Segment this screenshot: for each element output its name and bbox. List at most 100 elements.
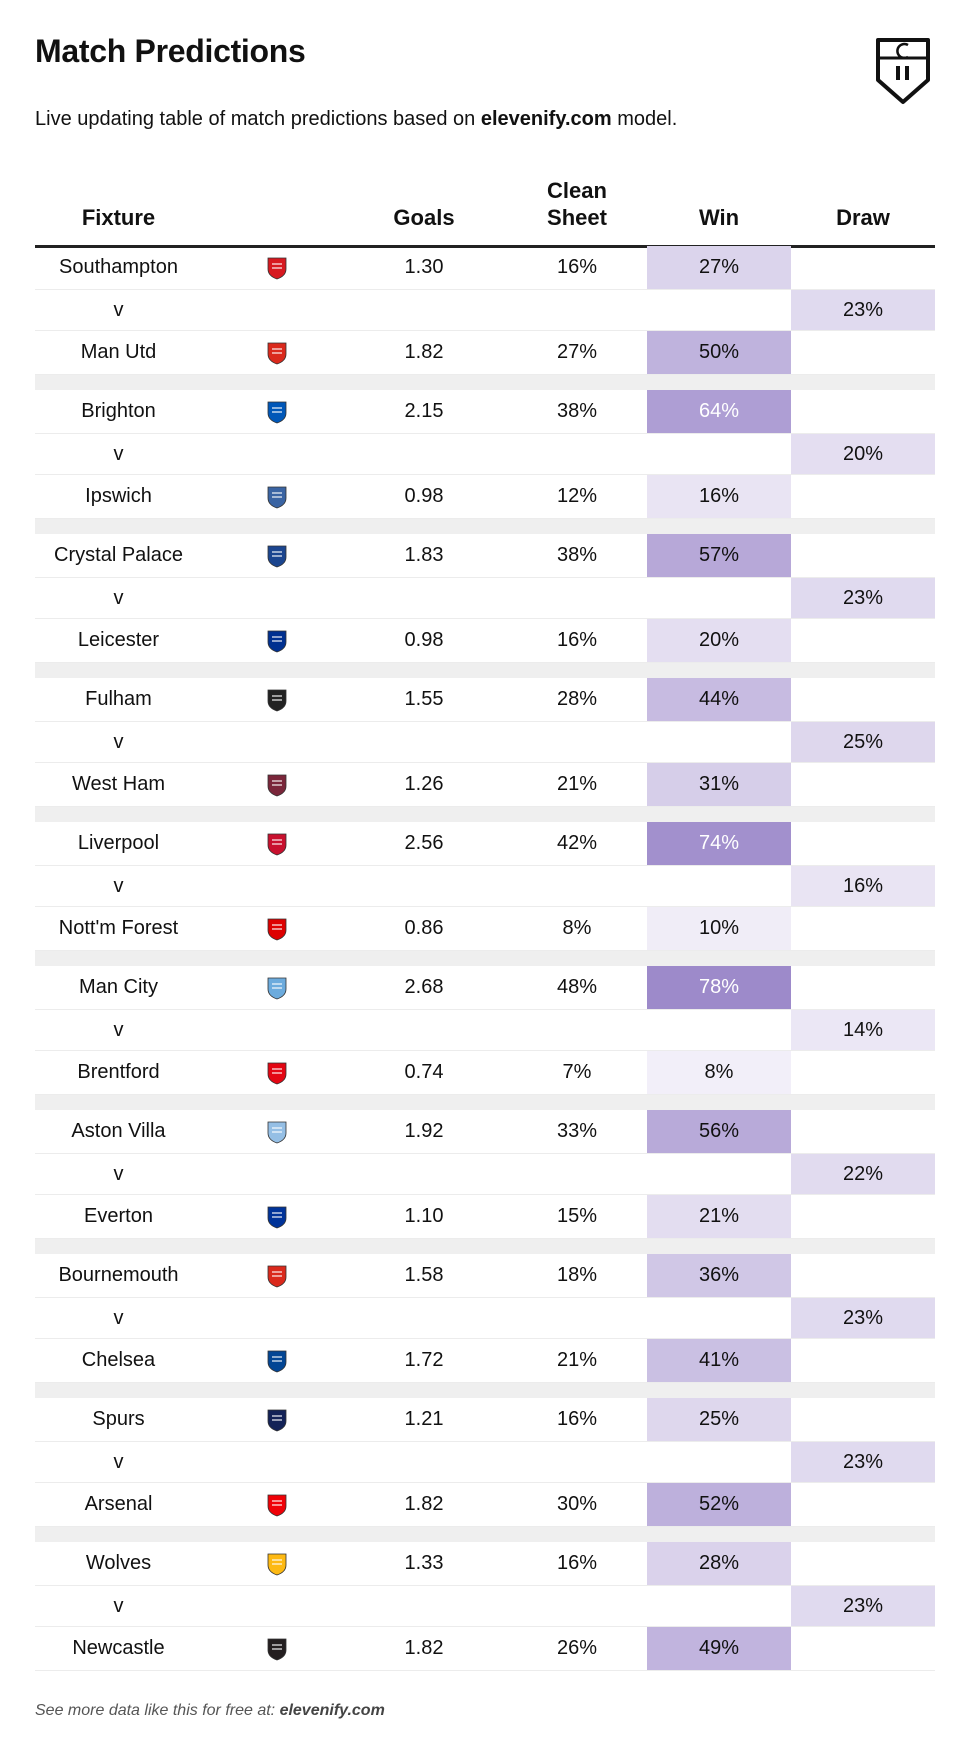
- subtitle-text-end: model.: [611, 108, 678, 130]
- crystal-palace-crest-icon: [262, 534, 292, 577]
- column-header-clean-sheet-line1: Clean: [547, 178, 607, 203]
- leicester-crest-icon: [262, 619, 292, 662]
- table-row: Arsenal 1.82 30% 52%: [35, 1483, 935, 1527]
- team-name: Chelsea: [81, 1349, 156, 1371]
- win-value: 57%: [647, 534, 791, 577]
- goals-value: 0.98: [404, 485, 444, 507]
- team-name: Arsenal: [84, 1493, 153, 1515]
- clean-sheet-value: 30%: [556, 1493, 598, 1515]
- draw-empty-cell: [791, 763, 935, 806]
- versus-label: v: [113, 1450, 124, 1473]
- chelsea-crest-icon: [262, 1339, 292, 1382]
- win-value: 36%: [647, 1254, 791, 1297]
- table-row: Liverpool 2.56 42% 74%: [35, 822, 935, 866]
- goals-value: 1.82: [404, 341, 444, 363]
- clean-sheet-value: 16%: [556, 629, 598, 651]
- win-value: 8%: [647, 1051, 791, 1094]
- everton-crest-icon: [262, 1195, 292, 1238]
- draw-empty-cell: [791, 907, 935, 950]
- subtitle-brand-link[interactable]: elevenify.com: [480, 108, 612, 130]
- versus-label: v: [113, 874, 124, 897]
- team-name: Aston Villa: [71, 1120, 166, 1142]
- draw-empty-cell: [791, 390, 935, 433]
- clean-sheet-value: 21%: [556, 1349, 598, 1371]
- column-header-clean-sheet-line2: Sheet: [547, 205, 607, 230]
- team-name: Man Utd: [80, 341, 157, 363]
- draw-value: 22%: [791, 1154, 935, 1194]
- brentford-crest-icon: [262, 1051, 292, 1094]
- team-name: Brentford: [77, 1061, 160, 1083]
- table-row-draw: v 23%: [35, 1298, 935, 1339]
- team-name: Man City: [79, 976, 158, 998]
- match-block: Man City 2.68 48% 78% v 14% Brentford 0.74 7% 8%: [35, 966, 935, 1095]
- clean-sheet-value: 26%: [556, 1637, 598, 1659]
- clean-sheet-value: 16%: [556, 256, 598, 278]
- draw-empty-cell: [791, 966, 935, 1009]
- draw-value: 23%: [791, 578, 935, 618]
- team-name: Everton: [84, 1205, 153, 1227]
- match-separator: [35, 1239, 935, 1254]
- table-row: Southampton 1.30 16% 27%: [35, 246, 935, 290]
- team-name: Newcastle: [72, 1637, 165, 1659]
- clean-sheet-value: 33%: [556, 1120, 598, 1142]
- man-utd-crest-icon: [262, 331, 292, 374]
- match-block: Crystal Palace 1.83 38% 57% v 23% Leicester 0.9…: [35, 534, 935, 663]
- draw-empty-cell: [791, 1254, 935, 1297]
- team-name: Wolves: [85, 1552, 152, 1574]
- versus-label: v: [113, 1306, 124, 1329]
- table-header: Fixture Goals Clean Sheet Win Draw: [35, 175, 935, 248]
- draw-empty-cell: [791, 619, 935, 662]
- draw-empty-cell: [791, 534, 935, 577]
- draw-empty-cell: [791, 1542, 935, 1585]
- goals-value: 1.33: [404, 1552, 444, 1574]
- match-block: Spurs 1.21 16% 25% v 23% Arsenal 1.82 30% 52%: [35, 1398, 935, 1527]
- win-value: 25%: [647, 1398, 791, 1441]
- clean-sheet-value: 16%: [556, 1552, 598, 1574]
- clean-sheet-value: 15%: [556, 1205, 598, 1227]
- clean-sheet-value: 21%: [556, 773, 598, 795]
- match-block: Bournemouth 1.58 18% 36% v 23% Chelsea 1.72 21% 4…: [35, 1254, 935, 1383]
- team-name: Brighton: [81, 400, 156, 422]
- team-name: Spurs: [92, 1408, 145, 1430]
- team-name: Liverpool: [77, 832, 160, 854]
- win-value: 10%: [647, 907, 791, 950]
- table-row: Leicester 0.98 16% 20%: [35, 619, 935, 663]
- subtitle: Live updating table of match predictions…: [35, 108, 677, 131]
- goals-value: 0.86: [404, 917, 444, 939]
- table-row: Everton 1.10 15% 21%: [35, 1195, 935, 1239]
- win-value: 31%: [647, 763, 791, 806]
- table-row: Aston Villa 1.92 33% 56%: [35, 1110, 935, 1154]
- column-header-fixture: Fixture: [81, 205, 156, 230]
- arsenal-crest-icon: [262, 1483, 292, 1526]
- win-value: 16%: [647, 475, 791, 518]
- draw-empty-cell: [791, 1627, 935, 1670]
- page-title: Match Predictions: [35, 33, 306, 69]
- table-row: Brighton 2.15 38% 64%: [35, 390, 935, 434]
- clean-sheet-value: 48%: [556, 976, 598, 998]
- goals-value: 2.68: [404, 976, 444, 998]
- draw-value: 20%: [791, 434, 935, 474]
- footer-brand-link[interactable]: elevenify.com: [279, 1702, 385, 1719]
- team-name: Bournemouth: [58, 1264, 179, 1286]
- clean-sheet-value: 18%: [556, 1264, 598, 1286]
- table-row: Spurs 1.21 16% 25%: [35, 1398, 935, 1442]
- team-name: Fulham: [85, 688, 152, 710]
- table-row: West Ham 1.26 21% 31%: [35, 763, 935, 807]
- goals-value: 1.21: [404, 1408, 444, 1430]
- goals-value: 1.72: [404, 1349, 444, 1371]
- team-name: Southampton: [59, 256, 178, 278]
- clean-sheet-value: 38%: [556, 544, 598, 566]
- clean-sheet-value: 7%: [562, 1061, 592, 1083]
- subtitle-text: Live updating table of match predictions…: [35, 108, 481, 130]
- draw-empty-cell: [791, 246, 935, 289]
- elevenify-logo-icon[interactable]: [874, 36, 932, 106]
- column-header-win: Win: [698, 205, 740, 230]
- footer: See more data like this for free at: ele…: [35, 1702, 385, 1720]
- draw-empty-cell: [791, 678, 935, 721]
- goals-value: 1.82: [404, 1637, 444, 1659]
- goals-value: 1.82: [404, 1493, 444, 1515]
- draw-empty-cell: [791, 475, 935, 518]
- goals-value: 1.83: [404, 544, 444, 566]
- southampton-crest-icon: [262, 246, 292, 289]
- brighton-crest-icon: [262, 390, 292, 433]
